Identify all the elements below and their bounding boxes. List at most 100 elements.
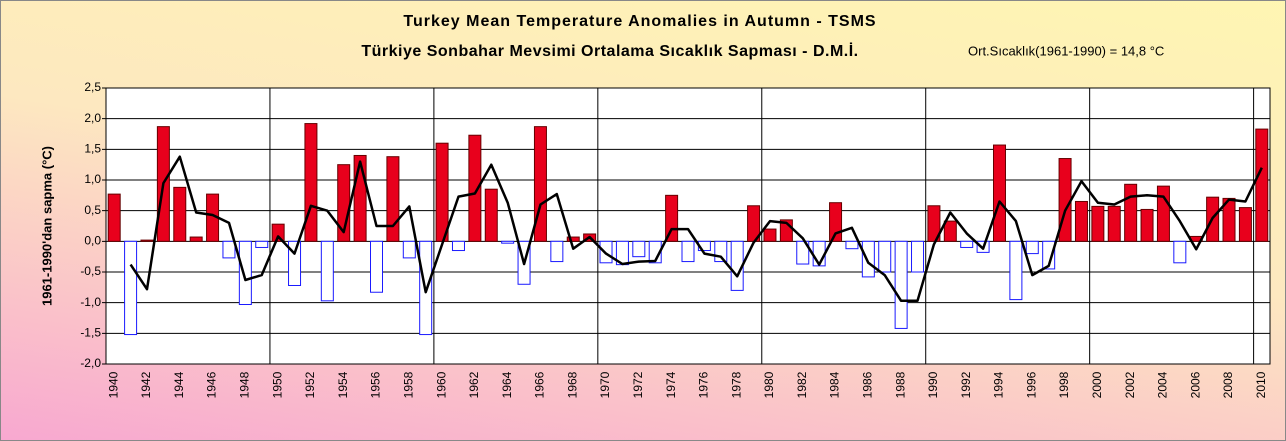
bar <box>124 240 138 336</box>
x-tick-label: 1940 <box>106 371 120 398</box>
y-tick-label: 1,0 <box>84 172 101 186</box>
y-tick-label: 0,0 <box>84 234 101 248</box>
bar <box>566 236 580 242</box>
bar <box>1042 240 1056 270</box>
bar <box>484 188 498 242</box>
annotation: Ort.Sıcaklık(1961-1990) = 14,8 °C <box>968 43 1164 58</box>
chart-subtitle: Türkiye Sonbahar Mevsimi Ortalama Sıcakl… <box>361 42 858 60</box>
bar <box>665 194 679 242</box>
x-tick-label: 1960 <box>434 371 448 398</box>
bar <box>1025 240 1039 255</box>
bar <box>370 240 384 293</box>
x-tick-label: 1982 <box>795 371 809 398</box>
bar <box>943 220 957 242</box>
line <box>129 155 1263 303</box>
bar <box>1107 205 1121 242</box>
bar <box>1255 128 1269 242</box>
bar <box>796 240 810 265</box>
bar <box>173 186 187 242</box>
y-tick-label: -1,5 <box>80 326 101 340</box>
bar <box>320 240 334 302</box>
bar <box>911 240 925 273</box>
y-tick-label: -2,0 <box>80 356 101 370</box>
x-tick-label: 1954 <box>336 371 350 398</box>
bar <box>894 240 908 329</box>
x-tick-label: 2000 <box>1090 371 1104 398</box>
bar <box>861 240 875 278</box>
x-tick-label: 1968 <box>565 371 579 398</box>
bar <box>353 154 367 242</box>
bar <box>992 144 1006 242</box>
bar <box>140 239 154 242</box>
x-tick-label: 1990 <box>926 371 940 398</box>
x-tick-label: 2006 <box>1188 371 1202 398</box>
x-tick-label: 1972 <box>631 371 645 398</box>
x-tick-label: 1966 <box>533 371 547 398</box>
bar <box>1091 205 1105 242</box>
bar <box>1173 240 1187 264</box>
bar <box>288 240 302 286</box>
x-tick-label: 1976 <box>697 371 711 398</box>
x-tick-label: 1956 <box>369 371 383 398</box>
bar <box>451 240 465 252</box>
bar <box>878 240 892 273</box>
bar <box>550 240 564 263</box>
x-tick-label: 2004 <box>1156 371 1170 398</box>
bar <box>632 240 646 258</box>
x-tick-label: 1944 <box>172 371 186 398</box>
bar <box>681 240 695 263</box>
x-tick-label: 1964 <box>500 371 514 398</box>
y-axis-label: 1961-1990'dan sapma (°C) <box>39 146 54 306</box>
chart-title: Turkey Mean Temperature Anomalies in Aut… <box>403 13 876 30</box>
bar <box>255 240 269 248</box>
bar <box>402 240 416 259</box>
x-tick-label: 1998 <box>1057 371 1071 398</box>
x-tick-label: 2002 <box>1123 371 1137 398</box>
x-tick-label: 1958 <box>401 371 415 398</box>
bar <box>960 240 974 248</box>
bar <box>304 123 318 242</box>
bar <box>435 142 449 242</box>
x-tick-label: 1984 <box>828 371 842 398</box>
bar <box>1124 183 1138 242</box>
x-tick-label: 1996 <box>1024 371 1038 398</box>
x-tick-label: 1978 <box>729 371 743 398</box>
x-tick-label: 2008 <box>1221 371 1235 398</box>
bar <box>1140 208 1154 242</box>
y-tick-label: 0,5 <box>84 203 101 217</box>
x-tick-label: 1974 <box>664 371 678 398</box>
bar <box>1156 185 1170 242</box>
bar <box>189 236 203 242</box>
x-tick-label: 1948 <box>238 371 252 398</box>
bar <box>238 240 252 306</box>
x-tick-label: 1952 <box>303 371 317 398</box>
x-tick-label: 1962 <box>467 371 481 398</box>
x-tick-label: 1986 <box>861 371 875 398</box>
bar <box>222 240 236 259</box>
bar <box>927 205 941 242</box>
x-tick-label: 1942 <box>139 371 153 398</box>
bar <box>845 240 859 250</box>
x-tick-label: 1946 <box>205 371 219 398</box>
x-tick-label: 1980 <box>762 371 776 398</box>
bar <box>386 156 400 242</box>
y-tick-label: -0,5 <box>80 264 101 278</box>
y-tick-label: -1,0 <box>80 295 101 309</box>
x-tick-label: 1950 <box>270 371 284 398</box>
bar <box>271 223 285 242</box>
bar <box>1009 240 1023 301</box>
plot-border <box>105 87 1271 365</box>
bar <box>107 193 121 242</box>
x-tick-label: 1988 <box>893 371 907 398</box>
bar <box>1074 200 1088 242</box>
bar <box>1238 207 1252 242</box>
y-tick-label: 2,0 <box>84 111 101 125</box>
x-tick-label: 1992 <box>959 371 973 398</box>
bar <box>763 228 777 242</box>
y-tick-label: 2,5 <box>84 80 101 94</box>
x-tick-label: 2010 <box>1254 371 1268 398</box>
x-tick-label: 1970 <box>598 371 612 398</box>
x-tick-label: 1994 <box>992 371 1006 398</box>
bar <box>468 134 482 242</box>
